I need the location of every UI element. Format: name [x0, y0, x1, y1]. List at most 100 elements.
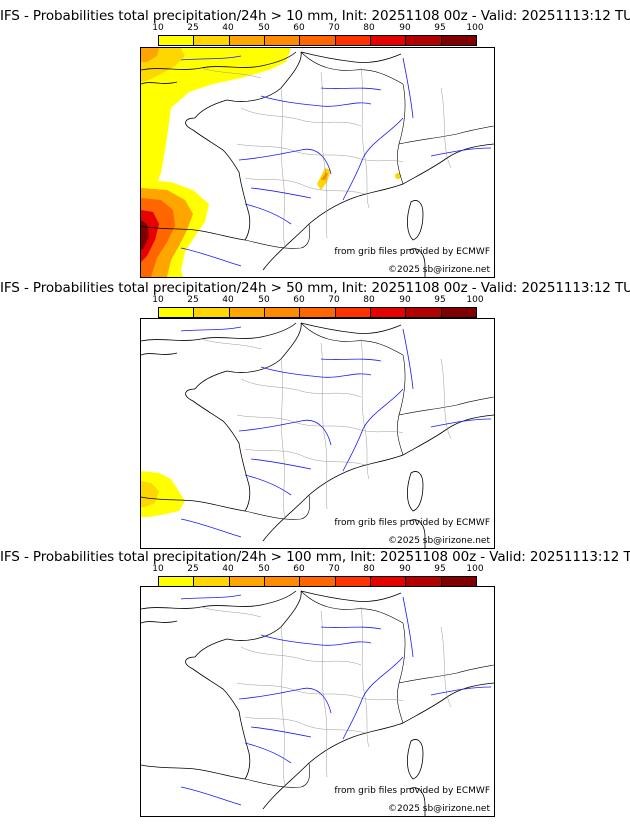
scale-tick: 80: [363, 295, 375, 305]
scale-tick: 80: [363, 23, 375, 33]
regional-borders: [200, 338, 452, 520]
scale-tick: 100: [466, 23, 484, 33]
regional-borders: [200, 606, 452, 788]
color-scale-bar: [158, 307, 477, 318]
scale-tick: 70: [328, 295, 340, 305]
coast-brittany: [185, 117, 240, 173]
border-belgium: [300, 51, 404, 85]
scale-swatch: [229, 308, 265, 317]
scale-tick: 25: [187, 295, 199, 305]
scale-tick: 50: [258, 295, 270, 305]
map-svg: [141, 322, 494, 548]
scale-tick: 95: [434, 564, 446, 574]
scale-tick: 90: [399, 295, 411, 305]
coastlines: [141, 590, 494, 816]
scale-labels: 10 25 40 50 60 70 80 90 95 100: [140, 564, 500, 574]
scale-labels: 10 25 40 50 60 70 80 90 95 100: [140, 23, 500, 33]
river-dordogne: [250, 187, 312, 199]
scale-tick: 50: [258, 23, 270, 33]
scale-swatch: [300, 577, 336, 586]
precip-area-cevennes-core: [321, 172, 328, 180]
scale-swatch: [194, 308, 230, 317]
panel-title: IFS - Probabilities total precipitation/…: [0, 8, 630, 24]
scale-swatch: [300, 308, 336, 317]
coast-italy: [402, 143, 494, 185]
color-scale-bar: [158, 35, 477, 46]
scale-swatch: [406, 308, 442, 317]
scale-swatch: [159, 577, 195, 586]
precip-map: from grib files provided by ECMWF ©2025 …: [140, 47, 495, 278]
coast-biscay: [238, 171, 251, 241]
scale-swatch: [335, 36, 371, 45]
coastlines: [141, 322, 494, 548]
scale-swatch: [370, 308, 407, 317]
scale-swatch: [159, 308, 195, 317]
scale-tick: 100: [466, 295, 484, 305]
precip-area-north-inner: [141, 48, 159, 62]
scale-tick: 70: [328, 564, 340, 574]
scale-swatch: [406, 36, 442, 45]
precip-area-southwest-peak: [141, 220, 149, 250]
scale-swatch: [441, 308, 476, 317]
scale-labels: 10 25 40 50 60 70 80 90 95 100: [140, 295, 500, 305]
scale-tick: 90: [399, 564, 411, 574]
scale-tick: 10: [152, 295, 164, 305]
river-ebro: [180, 247, 242, 267]
scale-swatch: [370, 577, 407, 586]
river-rhone: [342, 117, 404, 201]
scale-swatch: [335, 308, 371, 317]
panel-title: IFS - Probabilities total precipitation/…: [0, 280, 630, 296]
scale-swatch: [194, 36, 230, 45]
rivers: [180, 55, 492, 267]
river-marne: [320, 87, 382, 91]
scale-tick: 40: [222, 295, 234, 305]
precip-map: from grib files provided by ECMWF ©2025 …: [140, 586, 495, 817]
scale-swatch: [159, 36, 195, 45]
scale-tick: 25: [187, 23, 199, 33]
coast-uk-southwest: [141, 81, 178, 85]
river-loire: [238, 148, 332, 175]
scale-swatch: [370, 36, 407, 45]
scale-swatch: [229, 577, 265, 586]
panel-10mm: IFS - Probabilities total precipitation/…: [0, 0, 630, 278]
scale-tick: 40: [222, 564, 234, 574]
source-credit: from grib files provided by ECMWF: [334, 518, 490, 528]
coast-corsica: [407, 200, 424, 241]
scale-tick: 95: [434, 295, 446, 305]
scale-tick: 50: [258, 564, 270, 574]
border-pyrenees: [244, 223, 311, 249]
copyright-credit: ©2025 sb@irizone.net: [388, 804, 490, 814]
rivers: [180, 594, 492, 806]
scale-tick: 25: [187, 564, 199, 574]
regional-borders: [200, 67, 452, 249]
copyright-credit: ©2025 sb@irizone.net: [388, 265, 490, 275]
coast-sardinia: [408, 248, 426, 277]
scale-swatch: [264, 308, 301, 317]
scale-swatch: [264, 577, 301, 586]
scale-tick: 10: [152, 564, 164, 574]
panel-50mm: IFS - Probabilities total precipitation/…: [0, 268, 630, 549]
scale-swatch: [406, 577, 442, 586]
map-svg: [141, 590, 494, 816]
source-credit: from grib files provided by ECMWF: [334, 786, 490, 796]
country-borders: [244, 590, 494, 788]
precip-area-southwest-core: [141, 481, 159, 507]
scale-tick: 60: [293, 295, 305, 305]
precip-area-southwest: [141, 471, 185, 517]
coast-channel-france: [194, 51, 302, 119]
scale-swatch: [441, 36, 476, 45]
panel-100mm: IFS - Probabilities total precipitation/…: [0, 540, 630, 817]
scale-tick: 40: [222, 23, 234, 33]
scale-swatch: [264, 36, 301, 45]
country-borders: [244, 51, 494, 249]
copyright-credit: ©2025 sb@irizone.net: [388, 536, 490, 546]
precip-area-north: [141, 48, 291, 190]
country-borders: [244, 322, 494, 520]
scale-tick: 60: [293, 23, 305, 33]
panel-title: IFS - Probabilities total precipitation/…: [0, 549, 630, 565]
river-seine: [260, 95, 372, 107]
scale-swatch: [194, 577, 230, 586]
scale-tick: 90: [399, 23, 411, 33]
scale-swatch: [441, 577, 476, 586]
border-east: [397, 83, 406, 185]
